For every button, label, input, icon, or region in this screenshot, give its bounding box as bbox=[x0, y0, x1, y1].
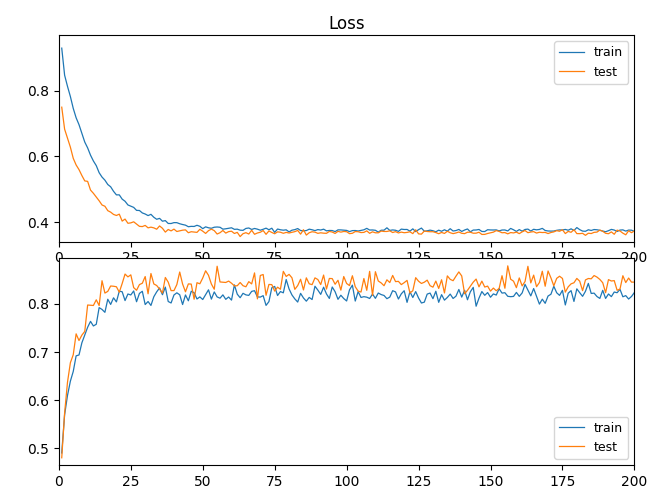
train bbox=[630, 228, 638, 234]
train bbox=[164, 298, 172, 304]
test bbox=[630, 279, 638, 285]
train bbox=[81, 139, 89, 145]
test bbox=[236, 234, 244, 239]
Line: test: test bbox=[61, 266, 634, 458]
Line: train: train bbox=[61, 280, 634, 453]
test bbox=[92, 194, 100, 200]
train bbox=[164, 220, 172, 226]
Line: test: test bbox=[61, 107, 634, 236]
test bbox=[58, 104, 65, 110]
test bbox=[58, 455, 65, 461]
test bbox=[92, 297, 100, 303]
test bbox=[164, 279, 172, 285]
train bbox=[58, 450, 65, 456]
train bbox=[81, 332, 89, 338]
train bbox=[604, 291, 612, 297]
train bbox=[92, 322, 100, 328]
train bbox=[585, 227, 593, 233]
test bbox=[630, 228, 638, 234]
test bbox=[585, 276, 593, 281]
train bbox=[211, 224, 218, 230]
Legend: train, test: train, test bbox=[554, 42, 628, 84]
Title: Loss: Loss bbox=[328, 16, 365, 34]
train bbox=[283, 276, 290, 282]
train bbox=[211, 289, 218, 295]
train bbox=[271, 230, 279, 235]
test bbox=[604, 276, 612, 282]
Line: train: train bbox=[61, 48, 634, 232]
test bbox=[585, 230, 593, 236]
test bbox=[604, 230, 612, 236]
Legend: train, test: train, test bbox=[554, 416, 628, 459]
X-axis label: Accuracy: Accuracy bbox=[311, 267, 382, 282]
test bbox=[81, 328, 89, 334]
test bbox=[81, 178, 89, 184]
train bbox=[92, 162, 100, 168]
test bbox=[211, 228, 218, 234]
test bbox=[164, 226, 172, 232]
train bbox=[58, 45, 65, 51]
train bbox=[604, 228, 612, 234]
test bbox=[211, 286, 218, 292]
train bbox=[585, 280, 593, 286]
train bbox=[630, 290, 638, 296]
test bbox=[504, 263, 511, 269]
